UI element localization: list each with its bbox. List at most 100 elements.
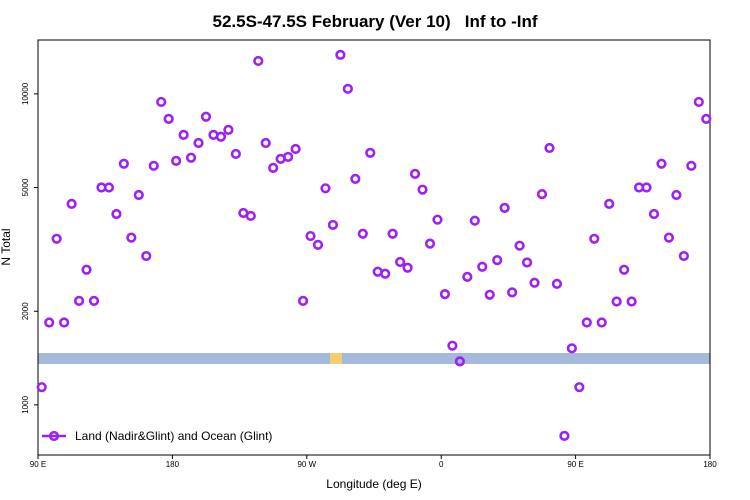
data-point bbox=[656, 158, 667, 169]
data-point bbox=[596, 317, 607, 328]
data-point bbox=[686, 160, 697, 171]
data-point bbox=[335, 49, 346, 60]
coverage-band-land bbox=[330, 353, 342, 364]
data-point bbox=[44, 317, 55, 328]
data-point bbox=[469, 215, 480, 226]
data-point bbox=[514, 240, 525, 251]
data-point bbox=[477, 261, 488, 272]
data-point bbox=[133, 189, 144, 201]
data-point bbox=[73, 295, 85, 306]
data-point bbox=[51, 233, 62, 244]
x-tick-label: 0 bbox=[439, 460, 444, 469]
x-tick-label: 90 E bbox=[30, 460, 46, 469]
data-point bbox=[641, 182, 652, 193]
plot-frame bbox=[37, 39, 711, 456]
x-axis-label: Longitude (deg E) bbox=[326, 477, 421, 491]
data-point bbox=[402, 262, 413, 273]
y-tick-label: 5000 bbox=[21, 178, 30, 196]
data-point bbox=[619, 264, 630, 275]
x-tick-label: 90 W bbox=[297, 460, 316, 469]
data-point bbox=[36, 382, 47, 393]
data-point bbox=[193, 137, 204, 149]
data-point bbox=[454, 356, 465, 367]
data-point bbox=[447, 340, 458, 351]
data-point bbox=[507, 287, 518, 298]
data-point bbox=[320, 183, 331, 194]
y-tick-label: 10000 bbox=[21, 82, 30, 105]
data-point bbox=[499, 202, 510, 213]
data-point bbox=[312, 239, 324, 250]
y-tick-label: 1000 bbox=[21, 395, 30, 413]
data-point bbox=[492, 255, 503, 266]
chart-title: 52.5S-47.5S February (Ver 10) Inf to -In… bbox=[213, 12, 538, 31]
data-point bbox=[305, 230, 316, 242]
data-point bbox=[417, 184, 428, 195]
data-point bbox=[551, 278, 563, 289]
data-point bbox=[118, 158, 129, 169]
data-point bbox=[156, 96, 167, 108]
data-point bbox=[253, 55, 264, 67]
data-point bbox=[671, 189, 682, 201]
data-point bbox=[604, 198, 615, 209]
data-point bbox=[387, 228, 398, 239]
y-tick-label: 2000 bbox=[21, 302, 30, 320]
data-point bbox=[380, 268, 391, 279]
data-point bbox=[223, 124, 234, 135]
data-point bbox=[297, 295, 309, 306]
x-tick-label: 180 bbox=[703, 460, 717, 469]
data-point bbox=[693, 96, 704, 108]
data-point bbox=[185, 152, 197, 163]
data-point bbox=[163, 113, 174, 124]
data-point bbox=[581, 317, 592, 328]
data-point bbox=[432, 214, 443, 225]
data-point bbox=[245, 210, 256, 222]
data-point bbox=[678, 250, 689, 262]
data-point bbox=[544, 142, 555, 154]
data-point bbox=[141, 250, 152, 262]
data-point bbox=[357, 228, 368, 239]
coverage-band bbox=[38, 353, 710, 364]
legend-marker bbox=[48, 430, 60, 442]
data-point bbox=[611, 296, 622, 307]
data-point bbox=[663, 232, 675, 243]
data-point bbox=[59, 317, 70, 328]
data-point bbox=[350, 173, 361, 184]
data-point bbox=[626, 296, 637, 307]
data-point bbox=[409, 168, 421, 179]
data-point bbox=[148, 160, 159, 171]
data-point bbox=[395, 256, 406, 268]
data-point bbox=[283, 151, 294, 163]
data-point bbox=[81, 264, 92, 275]
data-point bbox=[648, 208, 660, 220]
x-tick-label: 90 E bbox=[567, 460, 583, 469]
data-point bbox=[536, 189, 548, 200]
legend-label: Land (Nadir&Glint) and Ocean (Glint) bbox=[75, 429, 272, 443]
data-point bbox=[111, 208, 122, 220]
data-point bbox=[260, 137, 271, 149]
data-point bbox=[200, 111, 212, 122]
data-point bbox=[566, 343, 577, 354]
data-point bbox=[327, 219, 339, 231]
data-point bbox=[126, 232, 137, 243]
data-point bbox=[574, 382, 585, 393]
data-point bbox=[230, 148, 241, 160]
data-point bbox=[178, 129, 189, 141]
data-point bbox=[559, 430, 570, 441]
data-point bbox=[268, 162, 279, 174]
data-point bbox=[290, 143, 301, 155]
data-point bbox=[462, 271, 473, 282]
data-point bbox=[215, 131, 227, 142]
x-tick-label: 180 bbox=[166, 460, 180, 469]
data-point bbox=[103, 182, 115, 193]
data-point bbox=[88, 295, 100, 306]
data-point bbox=[521, 257, 533, 268]
data-point bbox=[529, 277, 540, 288]
data-point bbox=[589, 233, 600, 244]
data-point bbox=[701, 113, 712, 124]
data-point bbox=[342, 83, 353, 94]
data-point bbox=[66, 198, 77, 209]
data-point bbox=[484, 289, 495, 300]
data-point bbox=[424, 238, 436, 249]
data-point bbox=[171, 155, 182, 166]
